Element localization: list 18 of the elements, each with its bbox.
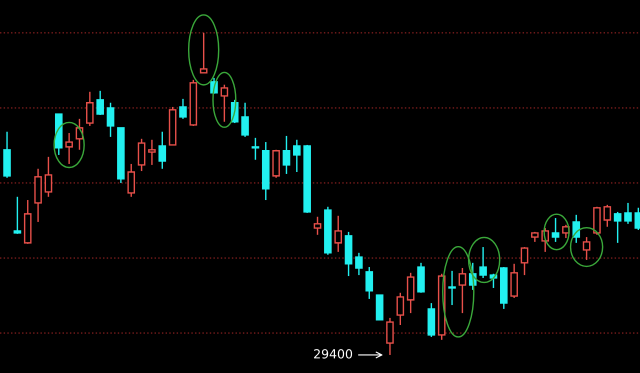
candlestick [334,215,342,253]
candlestick [458,267,466,314]
candlestick [127,163,136,198]
annotation: 29400 [314,349,352,359]
candlestick [148,139,156,166]
candlestick [262,141,270,201]
candlestick [34,168,42,223]
candlestick [44,156,52,198]
candlestick [355,252,363,276]
candlestick [252,137,260,160]
candlestick [138,138,146,172]
candlestick [65,132,73,165]
candlestick [158,131,166,170]
candlestick [406,272,414,314]
candlestick [448,270,456,306]
candlestick [396,292,404,326]
candlestick [282,135,290,175]
candlestick [86,91,94,127]
